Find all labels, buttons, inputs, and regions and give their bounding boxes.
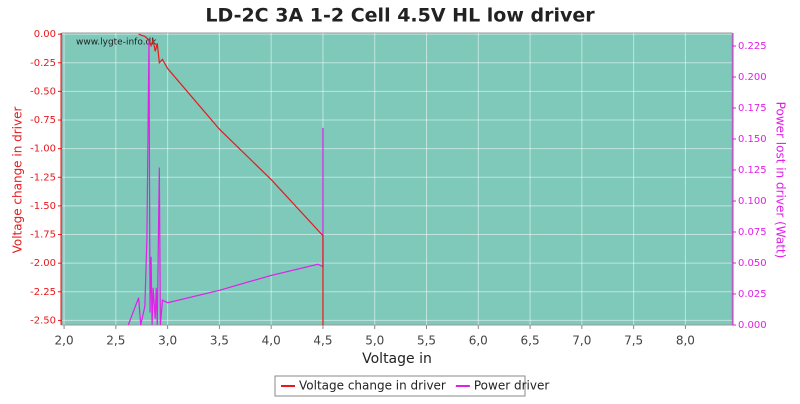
y-tick-label: 0.00 (34, 29, 56, 40)
y-tick-label: -2.00 (30, 258, 56, 269)
plot-background (61, 32, 733, 326)
x-tick-label: 2,5 (106, 334, 125, 348)
y-tick-label: -0.50 (30, 86, 56, 97)
x-tick-label: 5,5 (417, 334, 436, 348)
data-line (138, 33, 324, 325)
y-tick-label: -1.75 (30, 230, 56, 241)
y2-tick-label: 0.175 (738, 103, 767, 114)
data-line (127, 39, 324, 325)
x-tick-label: 7,0 (572, 334, 591, 348)
x-tick-label: 6,5 (521, 334, 540, 348)
y2-axis-label: Power lost in driver (Watt) (774, 102, 788, 259)
x-tick-label: 3,0 (158, 334, 177, 348)
y2-tick-label: 0.200 (738, 72, 767, 83)
y-axis-label: Voltage change in driver (11, 107, 25, 254)
y-tick-label: -2.25 (30, 287, 56, 298)
y-tick-label: -1.50 (30, 201, 56, 212)
chart-title: LD-2C 3A 1-2 Cell 4.5V HL low driver (205, 5, 595, 27)
y2-tick-label: 0.225 (738, 41, 767, 52)
x-tick-label: 4,5 (313, 334, 332, 348)
x-tick-label: 3,5 (210, 334, 229, 348)
y2-tick-label: 0.125 (738, 165, 767, 176)
x-tick-label: 8,0 (676, 334, 695, 348)
x-tick-label: 2,0 (55, 334, 74, 348)
y-tick-label: -0.75 (30, 115, 56, 126)
y-tick-label: -1.25 (30, 172, 56, 183)
x-tick-label: 5,0 (365, 334, 384, 348)
x-tick-label: 4,0 (262, 334, 281, 348)
y2-tick-label: 0.025 (738, 289, 767, 300)
watermark: www.lygte-info.dk (76, 38, 157, 48)
y2-tick-label: 0.100 (738, 196, 767, 207)
y2-tick-label: 0.000 (738, 320, 767, 331)
y-tick-label: -2.50 (30, 315, 56, 326)
legend-label: Power driver (474, 379, 549, 393)
y2-tick-label: 0.050 (738, 258, 767, 269)
legend-label: Voltage change in driver (299, 379, 446, 393)
legend-box (274, 375, 526, 397)
y2-tick-label: 0.150 (738, 134, 767, 145)
x-axis-label: Voltage in (362, 351, 432, 367)
y2-tick-label: 0.075 (738, 227, 767, 238)
x-tick-label: 7,5 (624, 334, 643, 348)
y-tick-label: -0.25 (30, 58, 56, 69)
x-tick-label: 6,0 (469, 334, 488, 348)
y-tick-label: -1.00 (30, 144, 56, 155)
